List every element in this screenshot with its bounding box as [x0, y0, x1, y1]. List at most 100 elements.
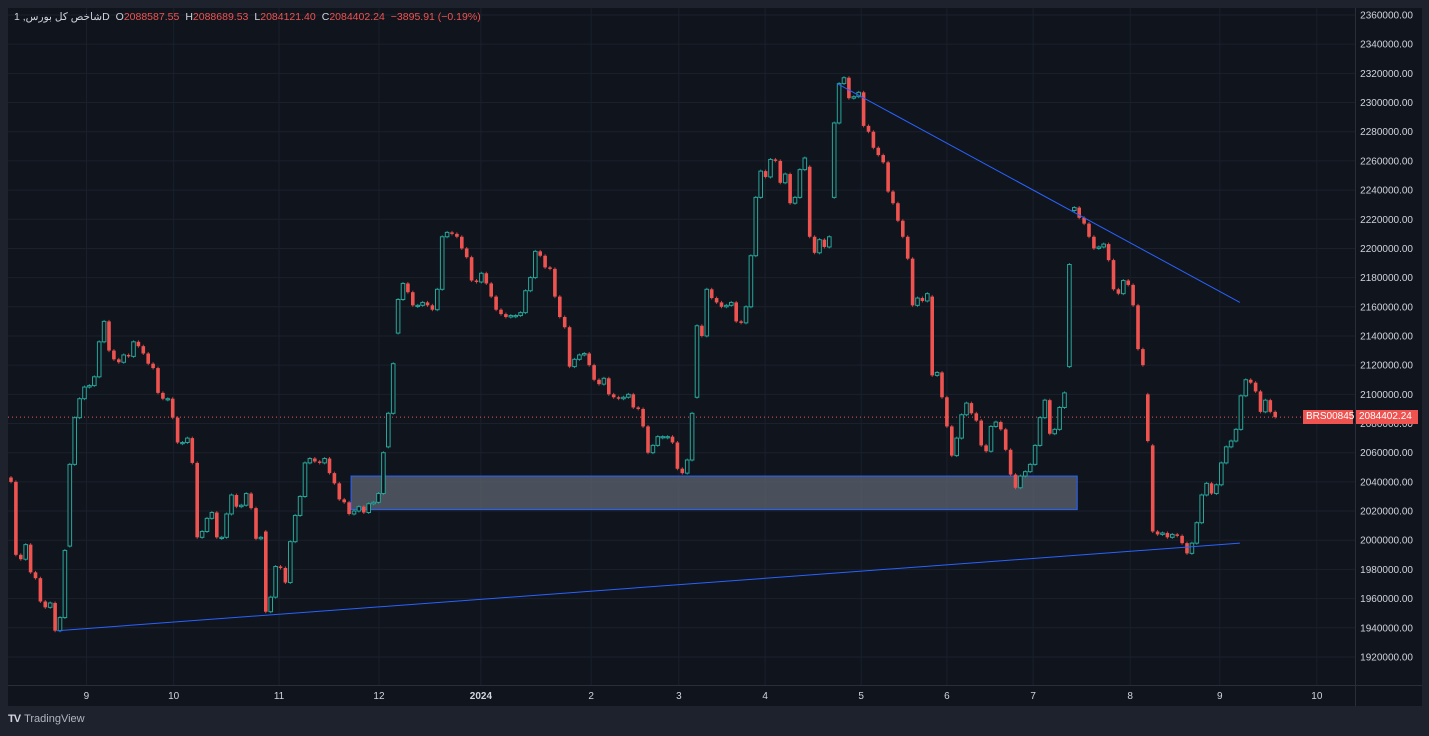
- candle-body-up: [689, 412, 695, 461]
- candle: [724, 303, 729, 309]
- symbol-title[interactable]: شاخص کل بورس, 1D: [14, 11, 110, 23]
- trendline: [836, 83, 1241, 303]
- candle: [381, 451, 386, 496]
- candle-body-up: [1096, 246, 1102, 249]
- candle: [19, 553, 23, 561]
- candle-body-down: [317, 461, 322, 463]
- candle-body-down: [807, 166, 812, 237]
- candle: [185, 436, 190, 444]
- close-label: C: [321, 11, 330, 23]
- candle: [234, 493, 239, 509]
- candle-body-up: [621, 396, 626, 400]
- candle-body-up: [243, 493, 249, 506]
- candle-body-down: [504, 314, 508, 318]
- candle: [650, 443, 656, 455]
- candle-body-down: [460, 236, 464, 249]
- candle-body-down: [861, 92, 866, 126]
- y-tick-label: 1920000.00: [1360, 652, 1413, 663]
- candle: [1223, 445, 1229, 465]
- candle: [689, 411, 695, 462]
- candle: [866, 124, 871, 134]
- candle-body-up: [988, 425, 994, 452]
- candle-body-down: [999, 422, 1003, 430]
- candle: [347, 500, 351, 516]
- candle: [1116, 287, 1121, 296]
- candle: [151, 362, 155, 370]
- candle: [455, 232, 459, 239]
- candle: [984, 443, 988, 453]
- candle-body-up: [1067, 263, 1072, 368]
- candle-body-down: [812, 236, 817, 253]
- candle: [322, 457, 327, 465]
- chart-pane[interactable]: [8, 8, 1422, 706]
- candle: [934, 370, 940, 377]
- candle: [670, 435, 675, 444]
- candle-body-down: [1087, 223, 1091, 237]
- candle-body-up: [96, 341, 102, 378]
- candle-body-up: [836, 83, 842, 124]
- brand-name[interactable]: TradingView: [24, 713, 85, 725]
- candle-body-down: [1248, 379, 1253, 383]
- candle-body-down: [170, 398, 175, 418]
- candle-body-down: [680, 468, 685, 474]
- candle-body-down: [313, 458, 317, 462]
- candle: [371, 500, 376, 506]
- tradingview-logo-icon[interactable]: TV: [8, 713, 21, 725]
- candle: [592, 363, 596, 382]
- candle: [543, 254, 547, 269]
- candle: [792, 195, 798, 205]
- candle-body-up: [748, 255, 754, 308]
- candle-body-down: [969, 403, 974, 414]
- candle-body-down: [896, 203, 900, 221]
- candle-body-up: [72, 417, 78, 465]
- candle: [631, 392, 636, 409]
- candle-body-down: [1253, 382, 1258, 392]
- candle: [1238, 394, 1244, 431]
- low-label: L: [254, 11, 261, 23]
- y-tick-label: 2220000.00: [1360, 215, 1413, 226]
- candle: [910, 257, 915, 307]
- candle: [905, 235, 910, 261]
- candle: [1067, 262, 1072, 369]
- candle-body-down: [215, 512, 219, 538]
- candle: [1155, 529, 1160, 536]
- candle-body-down: [283, 567, 288, 583]
- candle: [229, 493, 234, 516]
- candle: [460, 235, 464, 250]
- candle: [195, 461, 199, 539]
- candle: [1101, 242, 1107, 249]
- candle-body-up: [204, 517, 210, 532]
- candle: [439, 235, 445, 291]
- candle: [430, 303, 435, 312]
- candle-body-down: [190, 438, 195, 463]
- candle: [748, 254, 754, 309]
- candle: [170, 397, 175, 420]
- candle: [464, 246, 469, 259]
- change-value: −3895.91 (−0.19%): [390, 11, 481, 23]
- candle-body-down: [430, 305, 435, 310]
- candle: [224, 512, 229, 539]
- candle: [778, 159, 783, 185]
- candle-body-up: [1023, 471, 1028, 477]
- candle-body-down: [876, 147, 881, 156]
- candle-body-up: [479, 272, 484, 283]
- candle: [1106, 242, 1111, 262]
- candle: [1027, 462, 1033, 474]
- x-tick-label: 2: [588, 691, 594, 702]
- candle-body-up: [82, 386, 87, 400]
- candle-body-down: [1077, 207, 1081, 218]
- candle: [930, 295, 934, 377]
- candle: [836, 82, 842, 125]
- x-tick-label: 3: [676, 691, 682, 702]
- candle: [1062, 391, 1067, 409]
- candle: [993, 420, 999, 428]
- x-tick-label: 9: [84, 691, 90, 702]
- candle-body-down: [675, 442, 680, 469]
- candle: [562, 315, 567, 329]
- candle: [288, 540, 293, 585]
- candle: [1165, 531, 1170, 539]
- candle: [14, 480, 18, 557]
- candle: [390, 362, 396, 415]
- candle: [988, 424, 994, 453]
